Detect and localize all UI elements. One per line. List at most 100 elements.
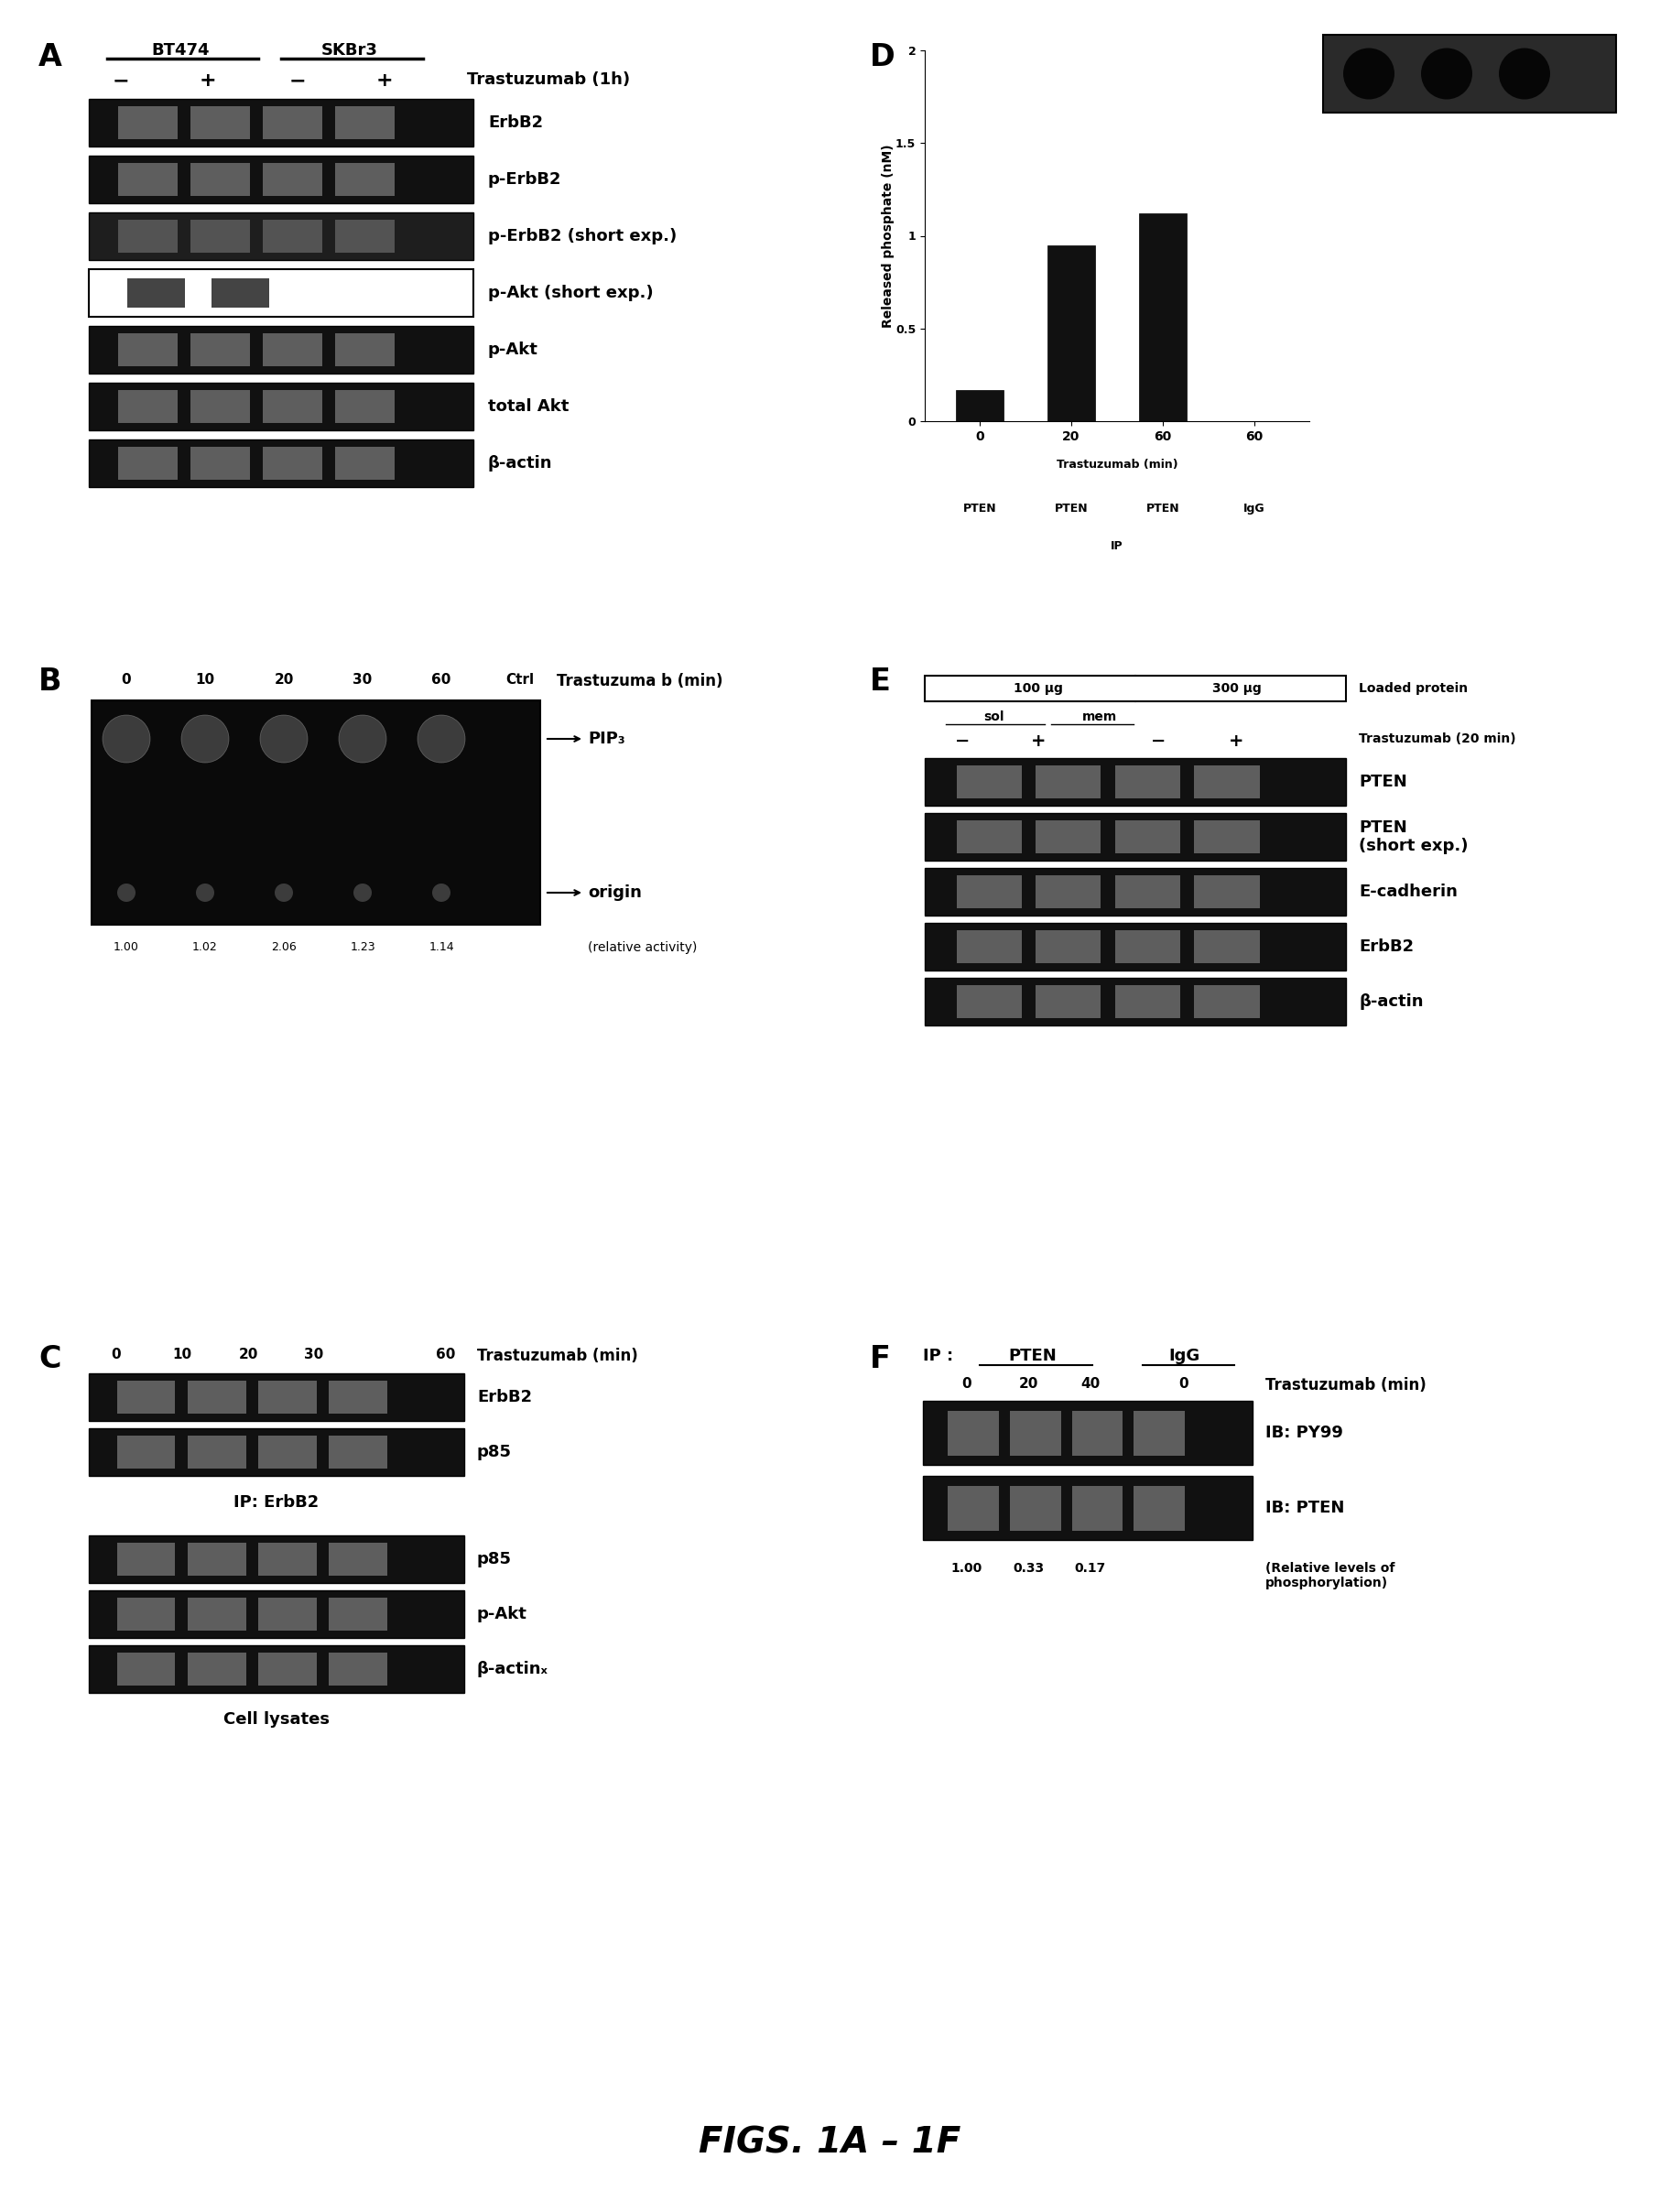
Bar bbox=[925, 978, 1346, 1026]
Text: 60: 60 bbox=[437, 1347, 457, 1360]
Text: PTEN: PTEN bbox=[1009, 1347, 1057, 1365]
Bar bbox=[948, 1411, 999, 1455]
Text: 0: 0 bbox=[121, 672, 131, 686]
Text: 30: 30 bbox=[354, 672, 372, 686]
Text: p-Akt: p-Akt bbox=[488, 341, 538, 358]
Bar bbox=[191, 219, 249, 252]
Text: 20: 20 bbox=[1019, 1378, 1038, 1391]
Bar bbox=[1047, 246, 1096, 420]
Bar bbox=[128, 279, 184, 307]
Bar bbox=[116, 1597, 176, 1630]
Bar bbox=[1139, 215, 1187, 420]
Text: IP: ErbB2: IP: ErbB2 bbox=[234, 1493, 319, 1511]
Bar bbox=[923, 1400, 1253, 1464]
Bar bbox=[118, 447, 178, 480]
Text: +: + bbox=[199, 71, 216, 91]
Bar bbox=[1116, 984, 1180, 1018]
Text: PIP₃: PIP₃ bbox=[588, 730, 626, 748]
Bar bbox=[212, 279, 269, 307]
Bar bbox=[956, 929, 1021, 964]
Text: Trastuzumab (min): Trastuzumab (min) bbox=[1265, 1378, 1426, 1394]
Text: 2.06: 2.06 bbox=[271, 940, 297, 953]
Text: E-cadherin: E-cadherin bbox=[1360, 883, 1457, 900]
Text: PTEN
(short exp.): PTEN (short exp.) bbox=[1360, 818, 1467, 854]
Text: Trastuzuma b (min): Trastuzuma b (min) bbox=[556, 672, 722, 690]
Bar bbox=[1194, 876, 1260, 909]
Bar bbox=[259, 1380, 317, 1413]
Text: F: F bbox=[870, 1345, 891, 1374]
Bar bbox=[335, 164, 395, 197]
Bar bbox=[329, 1542, 387, 1575]
Text: ErbB2: ErbB2 bbox=[488, 115, 543, 131]
Bar bbox=[90, 1374, 465, 1420]
Text: −: − bbox=[1150, 732, 1165, 750]
Text: β-actin: β-actin bbox=[488, 456, 553, 471]
Text: 0: 0 bbox=[1179, 1378, 1189, 1391]
Bar bbox=[259, 1542, 317, 1575]
Bar bbox=[262, 389, 322, 422]
Text: 20: 20 bbox=[239, 1347, 257, 1360]
Text: PTEN: PTEN bbox=[1145, 502, 1180, 515]
Bar bbox=[956, 876, 1021, 909]
Text: IB: PTEN: IB: PTEN bbox=[1265, 1500, 1345, 1515]
Text: p-Akt (short exp.): p-Akt (short exp.) bbox=[488, 285, 654, 301]
Text: (Relative levels of
phosphorylation): (Relative levels of phosphorylation) bbox=[1265, 1562, 1394, 1590]
Text: BT474: BT474 bbox=[151, 42, 209, 58]
Text: Loaded protein: Loaded protein bbox=[1360, 681, 1467, 695]
Text: C: C bbox=[38, 1345, 61, 1374]
Bar bbox=[956, 765, 1021, 799]
Bar bbox=[948, 1486, 999, 1531]
Text: β-actin: β-actin bbox=[1360, 993, 1423, 1011]
Bar bbox=[329, 1652, 387, 1686]
Text: IP :: IP : bbox=[923, 1347, 953, 1365]
Text: Cell lysates: Cell lysates bbox=[224, 1712, 330, 1728]
Text: PTEN: PTEN bbox=[1360, 774, 1408, 790]
Circle shape bbox=[181, 714, 229, 763]
Circle shape bbox=[196, 883, 214, 902]
Text: p-ErbB2 (short exp.): p-ErbB2 (short exp.) bbox=[488, 228, 677, 246]
Bar bbox=[191, 447, 249, 480]
Text: origin: origin bbox=[588, 885, 642, 900]
Bar bbox=[1116, 876, 1180, 909]
Text: IP: IP bbox=[1111, 540, 1124, 551]
Text: 0.17: 0.17 bbox=[1074, 1562, 1106, 1575]
Bar bbox=[925, 867, 1346, 916]
Bar bbox=[90, 440, 473, 487]
Text: 1.14: 1.14 bbox=[428, 940, 453, 953]
Circle shape bbox=[432, 883, 450, 902]
Text: IgG: IgG bbox=[1169, 1347, 1200, 1365]
Text: B: B bbox=[38, 666, 61, 697]
Bar bbox=[188, 1436, 246, 1469]
Circle shape bbox=[1499, 49, 1550, 100]
Circle shape bbox=[1421, 49, 1472, 100]
Circle shape bbox=[261, 714, 307, 763]
Bar bbox=[90, 270, 473, 316]
Text: 40: 40 bbox=[1081, 1378, 1101, 1391]
Bar bbox=[1036, 765, 1101, 799]
Bar bbox=[1072, 1486, 1122, 1531]
Bar bbox=[118, 106, 178, 139]
Text: 100 μg: 100 μg bbox=[1014, 681, 1062, 695]
Text: p-ErbB2: p-ErbB2 bbox=[488, 170, 561, 188]
Bar bbox=[188, 1652, 246, 1686]
Text: ErbB2: ErbB2 bbox=[1360, 938, 1414, 956]
Text: 1.00: 1.00 bbox=[113, 940, 139, 953]
Text: −: − bbox=[954, 732, 969, 750]
Text: SKBr3: SKBr3 bbox=[322, 42, 378, 58]
Text: 30: 30 bbox=[304, 1347, 324, 1360]
Bar bbox=[335, 334, 395, 367]
Text: 1.02: 1.02 bbox=[193, 940, 217, 953]
Bar bbox=[1116, 821, 1180, 854]
Circle shape bbox=[103, 714, 149, 763]
Bar bbox=[956, 984, 1021, 1018]
Y-axis label: Released phosphate (nM): Released phosphate (nM) bbox=[881, 144, 895, 327]
Bar bbox=[1134, 1411, 1185, 1455]
Text: −: − bbox=[289, 71, 305, 91]
Bar bbox=[1116, 765, 1180, 799]
Bar bbox=[90, 325, 473, 374]
Bar bbox=[118, 334, 178, 367]
Bar bbox=[116, 1652, 176, 1686]
Bar bbox=[1036, 929, 1101, 964]
Text: Trastuzumab (1h): Trastuzumab (1h) bbox=[466, 71, 631, 88]
Bar bbox=[1116, 929, 1180, 964]
